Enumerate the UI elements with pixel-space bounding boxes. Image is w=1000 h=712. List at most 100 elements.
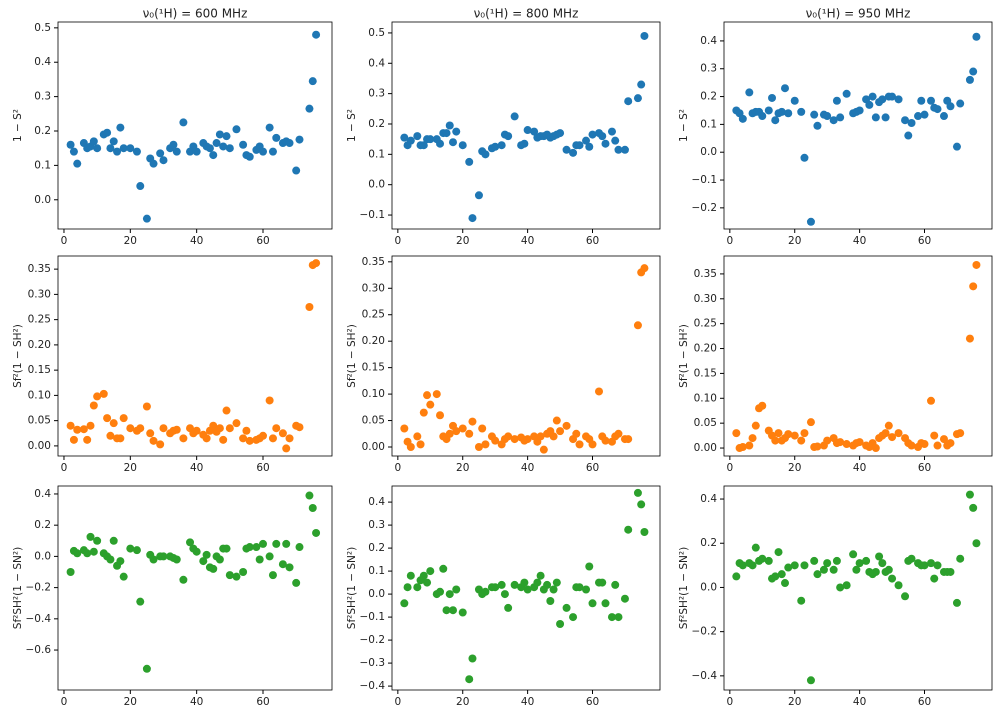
point: [823, 436, 832, 445]
point: [588, 440, 597, 449]
y-tick-label: 0.4: [34, 56, 51, 68]
point: [89, 547, 98, 556]
point: [732, 572, 741, 581]
point: [66, 568, 75, 577]
point: [452, 427, 461, 436]
point: [465, 157, 474, 166]
point: [881, 113, 890, 122]
point: [871, 113, 880, 122]
point: [116, 557, 125, 566]
point: [116, 434, 125, 443]
point: [871, 444, 880, 453]
point: [774, 429, 783, 438]
point: [520, 578, 529, 587]
point: [89, 137, 98, 146]
point: [878, 559, 887, 568]
point: [69, 147, 78, 156]
point: [836, 583, 845, 592]
y-tick-label: 0.4: [34, 488, 51, 500]
point: [239, 434, 248, 443]
point: [952, 142, 961, 151]
point: [530, 127, 539, 136]
point: [575, 583, 584, 592]
x-tick-label: 20: [456, 462, 469, 474]
point: [305, 104, 314, 113]
y-tick-label: 0.05: [362, 415, 385, 427]
point: [308, 504, 317, 513]
point: [972, 32, 981, 41]
point: [614, 145, 623, 154]
point: [751, 421, 760, 430]
point: [119, 414, 128, 423]
point: [633, 94, 642, 103]
point: [452, 585, 461, 594]
point: [771, 572, 780, 581]
point: [800, 153, 809, 162]
point: [601, 139, 610, 148]
point: [497, 141, 506, 150]
y-tick-label: 0.0: [700, 581, 717, 593]
y-tick-label: 0.1: [368, 148, 385, 160]
point: [607, 613, 616, 622]
point: [969, 282, 978, 291]
point: [588, 130, 597, 139]
point: [458, 608, 467, 617]
point: [468, 214, 477, 223]
point: [813, 442, 822, 451]
point: [758, 554, 767, 563]
point: [933, 441, 942, 450]
x-tick-label: 0: [61, 462, 68, 474]
x-tick-label: 60: [918, 696, 931, 708]
point: [436, 139, 445, 148]
x-tick-label: 60: [918, 462, 931, 474]
point: [86, 532, 95, 541]
point: [758, 112, 767, 121]
point: [481, 150, 490, 159]
point: [426, 135, 435, 144]
point: [972, 539, 981, 548]
point: [640, 31, 649, 40]
point: [272, 133, 281, 142]
y-axis-label: 1 − S²: [12, 109, 24, 142]
point: [312, 528, 321, 537]
point: [956, 429, 965, 438]
point: [205, 144, 214, 153]
point: [419, 571, 428, 580]
point: [588, 599, 597, 608]
point: [552, 416, 561, 425]
point: [268, 434, 277, 443]
point: [536, 432, 545, 441]
y-tick-label: 0.35: [694, 268, 717, 280]
point: [810, 110, 819, 119]
point: [215, 130, 224, 139]
point: [239, 140, 248, 149]
point: [295, 423, 304, 432]
point: [823, 112, 832, 121]
y-tick-label: 0.00: [28, 440, 51, 452]
point: [777, 107, 786, 116]
point: [497, 580, 506, 589]
x-tick-label: 60: [256, 235, 269, 247]
point: [806, 217, 815, 226]
point: [268, 571, 277, 580]
point: [771, 436, 780, 445]
point: [272, 539, 281, 548]
point: [784, 563, 793, 572]
point: [946, 439, 955, 448]
point: [308, 77, 317, 86]
point: [510, 112, 519, 121]
point: [969, 503, 978, 512]
point: [768, 93, 777, 102]
point: [436, 587, 445, 596]
point: [764, 556, 773, 565]
point: [965, 334, 974, 343]
panel-title: ν₀(¹H) = 600 MHz: [143, 7, 248, 21]
point: [556, 129, 565, 138]
point: [624, 525, 633, 534]
point: [790, 431, 799, 440]
point: [481, 440, 490, 449]
point: [66, 140, 75, 149]
point: [465, 429, 474, 438]
point: [232, 572, 241, 581]
point: [620, 594, 629, 603]
